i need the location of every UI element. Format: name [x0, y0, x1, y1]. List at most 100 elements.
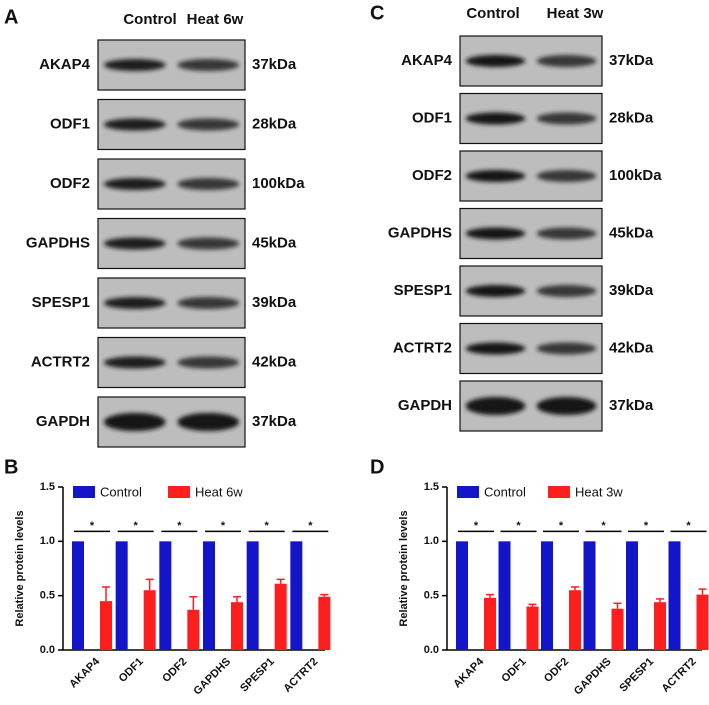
bar	[611, 608, 624, 650]
error-bar	[233, 596, 241, 603]
protein-label: ODF1	[50, 115, 90, 132]
band	[536, 170, 597, 182]
size-label: 37kDa	[609, 397, 654, 414]
size-label: 37kDa	[609, 52, 654, 69]
band	[177, 413, 240, 431]
y-tick-label: 1.0	[424, 535, 439, 547]
band	[177, 178, 240, 190]
protein-label: GAPDH	[36, 413, 90, 430]
panel-letter: B	[4, 456, 18, 478]
size-label: 100kDa	[609, 167, 662, 184]
band	[177, 297, 240, 309]
x-tick-label: GAPDHS	[191, 656, 233, 698]
y-tick-label: 1.5	[424, 481, 439, 493]
bar	[456, 541, 468, 650]
bar	[526, 606, 539, 650]
band	[103, 413, 166, 431]
band	[465, 227, 526, 240]
x-tick-label: ODF2	[160, 656, 189, 685]
bar	[696, 594, 709, 650]
x-tick-label: ACTRT2	[281, 656, 320, 695]
legend-swatch	[168, 486, 190, 498]
band	[465, 342, 526, 355]
bar	[498, 541, 511, 650]
band	[536, 342, 597, 355]
band	[465, 285, 526, 297]
bar	[541, 541, 553, 650]
size-label: 37kDa	[252, 56, 297, 73]
legend-swatch	[548, 486, 570, 498]
panel-letter: D	[370, 456, 384, 478]
column-label: Control	[123, 11, 176, 28]
band	[536, 397, 597, 415]
error-bar	[656, 598, 664, 603]
x-tick-label: AKAP4	[451, 655, 486, 690]
x-tick-label: ODF2	[542, 656, 571, 685]
band	[536, 285, 597, 297]
bar	[626, 541, 638, 650]
significance-mark: *	[177, 520, 182, 532]
band	[103, 118, 166, 131]
x-tick-label: ODF1	[499, 656, 528, 685]
x-tick-label: ODF1	[117, 656, 146, 685]
significance-mark: *	[686, 520, 691, 532]
significance-mark: *	[601, 520, 606, 532]
protein-label: ACTRT2	[31, 353, 90, 370]
bar	[203, 541, 215, 650]
band	[465, 170, 526, 182]
y-tick-label: 0.5	[40, 590, 55, 602]
legend-swatch	[73, 486, 95, 498]
protein-label: GAPDHS	[26, 234, 90, 251]
size-label: 37kDa	[252, 413, 297, 430]
protein-label: ODF2	[412, 167, 452, 184]
protein-label: AKAP4	[401, 52, 453, 69]
protein-label: ACTRT2	[393, 339, 452, 356]
protein-label: ODF1	[412, 109, 452, 126]
significance-mark: *	[516, 520, 521, 532]
significance-mark: *	[134, 520, 139, 532]
column-label: Heat 6w	[187, 11, 244, 28]
column-label: Heat 3w	[547, 5, 604, 22]
bar	[290, 541, 303, 650]
significance-mark: *	[221, 520, 226, 532]
bar	[115, 541, 128, 650]
significance-mark: *	[90, 520, 95, 532]
bar	[318, 596, 331, 650]
error-bar	[486, 593, 494, 598]
error-bar	[613, 602, 622, 609]
bar	[246, 541, 259, 650]
bar	[583, 541, 596, 650]
size-label: 39kDa	[252, 294, 297, 311]
protein-label: AKAP4	[39, 56, 91, 73]
band	[103, 59, 166, 71]
band	[177, 118, 240, 131]
band	[103, 356, 166, 369]
significance-mark: *	[308, 520, 313, 532]
size-label: 28kDa	[609, 109, 654, 126]
panel-letter: A	[4, 6, 18, 28]
x-tick-label: SPESP1	[238, 656, 277, 695]
bar	[484, 597, 496, 650]
size-label: 45kDa	[252, 234, 297, 251]
size-label: 39kDa	[609, 282, 654, 299]
legend-label: Control	[100, 484, 142, 499]
legend-swatch	[457, 486, 479, 498]
significance-mark: *	[265, 520, 270, 532]
error-bar	[189, 596, 198, 610]
legend-label: Heat 3w	[575, 484, 623, 499]
x-tick-label: SPESP1	[617, 656, 656, 695]
panel-letter: C	[370, 2, 384, 24]
bar	[668, 541, 681, 650]
y-tick-label: 0.0	[424, 644, 439, 656]
legend-label: Heat 6w	[195, 484, 243, 499]
protein-label: GAPDH	[398, 397, 452, 414]
bar	[569, 590, 581, 650]
band	[536, 112, 597, 125]
band	[536, 227, 597, 240]
band	[465, 112, 526, 125]
band	[465, 55, 526, 67]
protein-label: ODF2	[50, 175, 90, 192]
error-bar	[102, 586, 110, 602]
size-label: 45kDa	[609, 224, 654, 241]
y-tick-label: 0.0	[40, 644, 55, 656]
